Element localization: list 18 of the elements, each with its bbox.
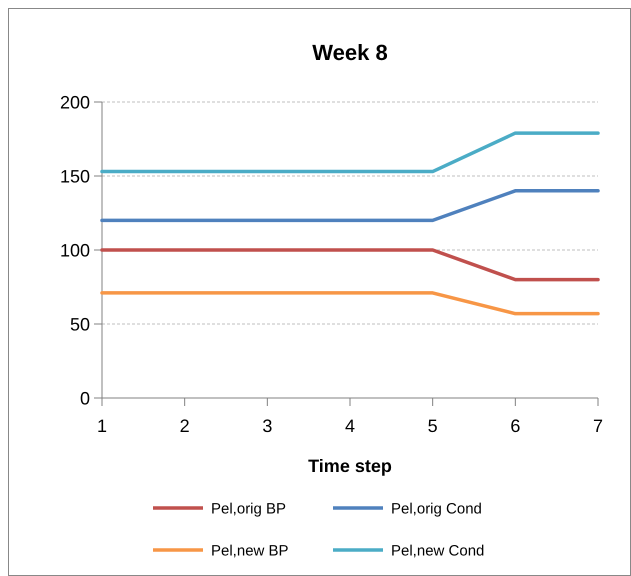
y-tick-label: 0 [80,388,90,408]
x-tick-label: 4 [344,416,356,436]
x-tick-label: 1 [96,416,108,436]
y-tick-label: 150 [60,166,90,186]
y-tick-label: 50 [70,314,90,334]
y-tick-label: 200 [60,92,90,112]
legend-label: Pel,new BP [211,542,289,560]
x-tick-label: 6 [510,416,520,436]
x-tick-label: 5 [428,416,438,436]
y-tick-label: 100 [60,240,90,260]
x-tick-label: 7 [592,416,604,436]
x-tick-label: 3 [262,416,272,436]
x-tick-label: 2 [180,416,190,436]
legend-label: Pel,new Cond [391,542,484,560]
legend-label: Pel,orig BP [211,500,286,518]
legend-label: Pel,orig Cond [391,500,482,518]
chart-title: Week 8 [312,40,388,65]
x-axis-title: Time step [308,456,392,476]
